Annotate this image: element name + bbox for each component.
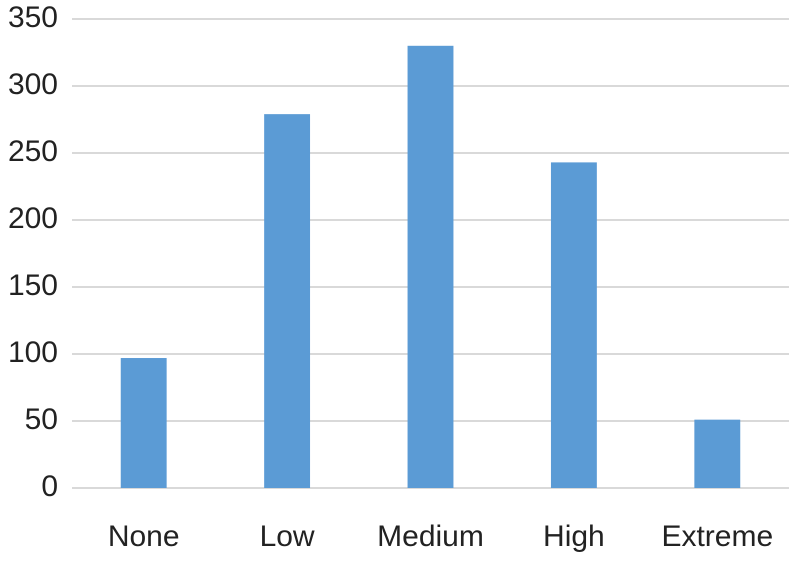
y-tick-label: 300 xyxy=(8,68,58,101)
x-tick-label: Medium xyxy=(377,520,484,553)
y-tick-label: 100 xyxy=(8,336,58,369)
x-tick-label: None xyxy=(108,520,180,553)
bar xyxy=(694,419,741,488)
y-tick-label: 250 xyxy=(8,135,58,168)
y-tick-label: 0 xyxy=(41,470,58,503)
bar xyxy=(550,162,597,488)
x-tick-label: High xyxy=(543,520,605,553)
bar xyxy=(264,114,311,488)
y-tick-label: 150 xyxy=(8,269,58,302)
x-tick-label: Extreme xyxy=(661,520,773,553)
bar xyxy=(120,358,167,488)
bar xyxy=(407,45,454,489)
y-tick-label: 50 xyxy=(25,403,58,436)
y-tick-label: 200 xyxy=(8,202,58,235)
y-tick-label: 350 xyxy=(8,1,58,34)
x-tick-label: Low xyxy=(260,520,315,553)
